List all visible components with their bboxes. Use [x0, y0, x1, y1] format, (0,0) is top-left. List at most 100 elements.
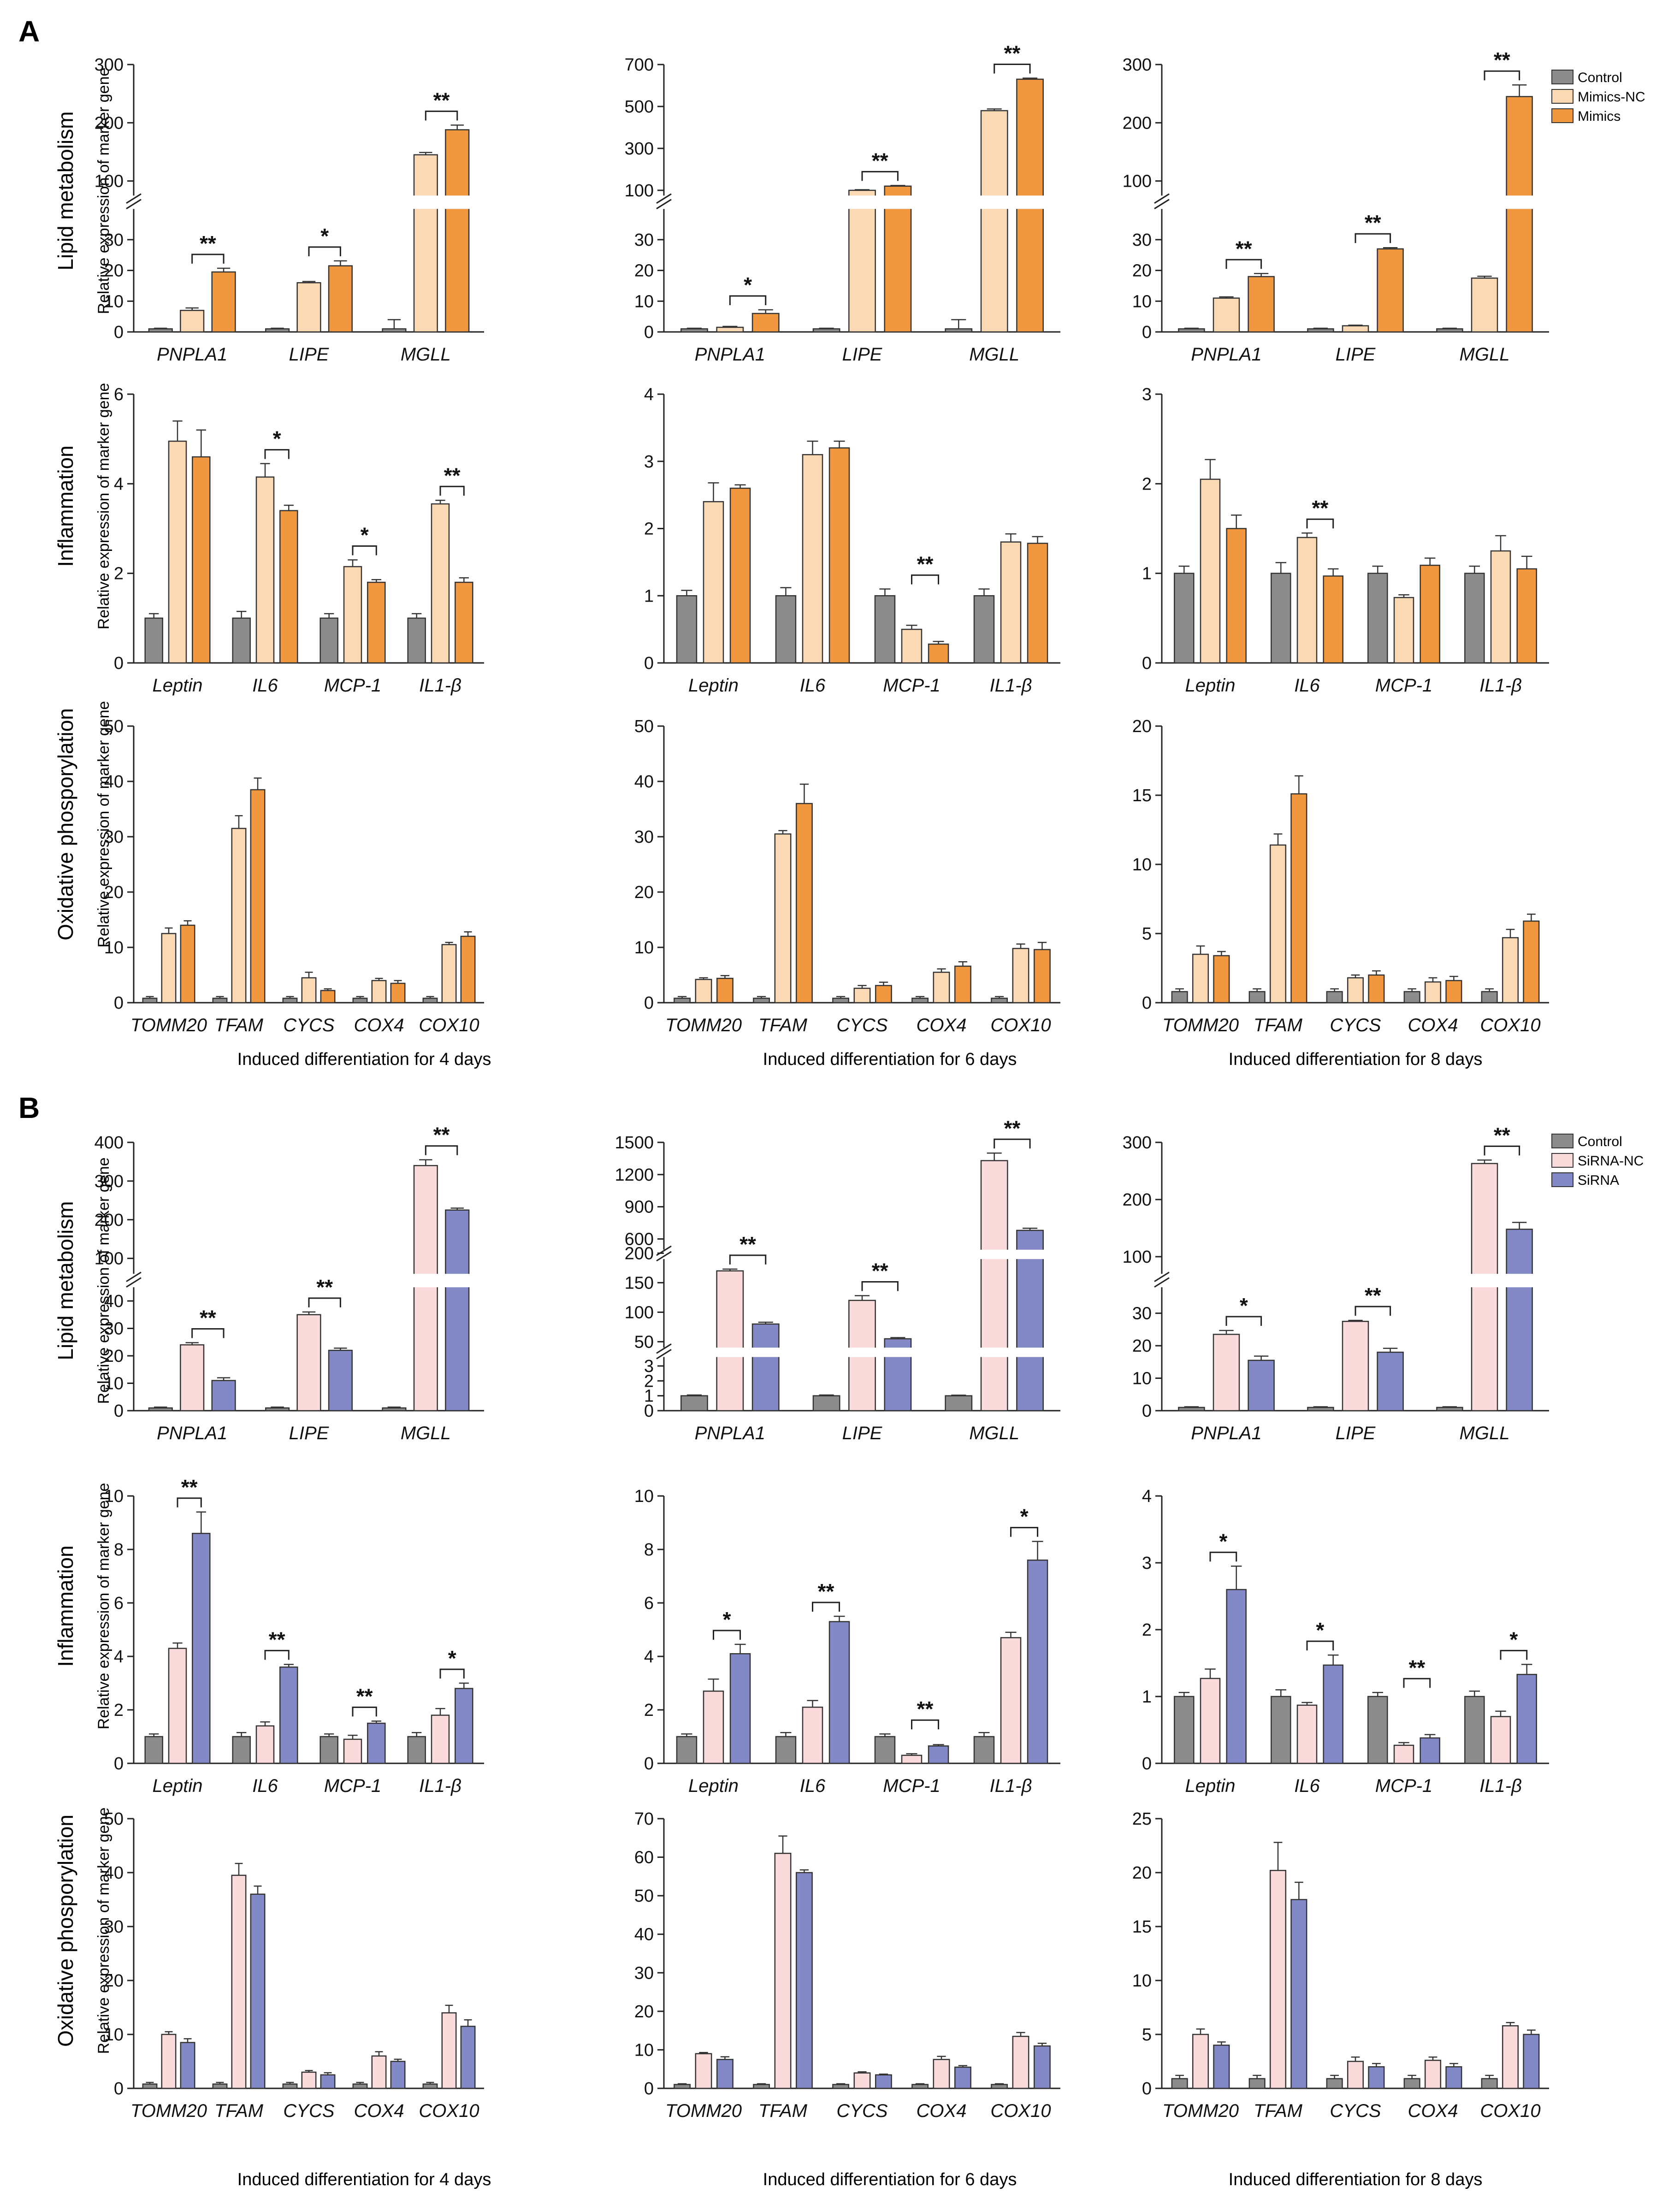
- significance-bracket: [812, 1602, 840, 1612]
- significance-bracket: [713, 1630, 741, 1640]
- y-tick-label: 1200: [615, 1165, 654, 1185]
- significance-label: *: [1316, 1618, 1324, 1642]
- y-tick-label: 10: [1132, 1971, 1152, 1991]
- bar-mimics-cox10: [1033, 949, 1051, 1004]
- bar-control-cox4: [1403, 2078, 1420, 2089]
- bar-mimics-cox10: [1523, 920, 1540, 1004]
- x-tick-label: CYCS: [1330, 2101, 1381, 2121]
- significance-label: *: [1020, 1505, 1029, 1529]
- bar-mimics-nc-cox4: [1424, 981, 1442, 1004]
- significance-label: **: [872, 148, 888, 172]
- axis-break-mark: [1154, 1271, 1170, 1283]
- y-tick-label: 10: [1132, 855, 1152, 875]
- y-tick-label: 300: [1123, 1133, 1152, 1153]
- y-tick-label: 200: [1123, 113, 1152, 133]
- bar-sirna-cycs: [875, 2074, 892, 2089]
- axis-break-mark: [126, 199, 142, 209]
- y-tick-label: 15: [1132, 1917, 1152, 1937]
- y-tick-label: 2: [1142, 1620, 1152, 1640]
- y-tick-label: 0: [1142, 323, 1152, 342]
- bar-control-pnpla1: [148, 328, 173, 333]
- bar-control-tfam: [212, 2083, 228, 2089]
- significance-label: **: [200, 231, 216, 255]
- x-tick-label: MCP-1: [1375, 1776, 1432, 1796]
- significance-label: *: [448, 1646, 456, 1670]
- bar-control-tfam: [212, 998, 228, 1004]
- x-tick-label: PNPLA1: [157, 1423, 227, 1443]
- bar-mimics-il6: [1323, 575, 1343, 664]
- y-tick-label: 20: [104, 261, 124, 281]
- x-tick-label: Leptin: [688, 675, 739, 696]
- x-tick-label: MGLL: [401, 344, 451, 365]
- bar-mimics-leptin: [1226, 528, 1247, 664]
- y-tick-label: 10: [104, 1374, 124, 1394]
- significance-bracket: [861, 1281, 899, 1291]
- bar-control-mcp-1: [874, 595, 896, 664]
- y-tick-label: 1: [1142, 564, 1152, 584]
- bar-mimics-nc-il1: [1490, 550, 1511, 664]
- bar-control-mcp-1: [874, 1736, 896, 1764]
- y-tick-label: 20: [634, 261, 654, 281]
- axis-break-mark: [656, 199, 672, 209]
- axis-break-gap: [1435, 195, 1534, 209]
- bar-mimics-nc-tomm20: [695, 979, 712, 1004]
- bar-sirna-nc-il1: [1000, 1637, 1022, 1764]
- bar-sirna-nc-cox10: [441, 2012, 457, 2089]
- bar-control-tfam: [1248, 2078, 1266, 2089]
- significance-bracket: [1010, 1527, 1039, 1537]
- y-tick-label: 3: [1142, 385, 1152, 404]
- y-tick-label: 30: [1132, 1304, 1152, 1324]
- bar-mimics-pnpla1: [211, 271, 236, 333]
- bar-sirna-nc-lipe: [1342, 1321, 1369, 1412]
- x-tick-label: PNPLA1: [695, 1423, 765, 1443]
- significance-label: **: [1494, 48, 1510, 72]
- bar-mimics-nc-mgll: [1471, 278, 1498, 333]
- significance-bracket: [1225, 1316, 1262, 1326]
- x-tick-label: LIPE: [289, 344, 330, 365]
- bar-sirna-mgll: [1506, 1229, 1533, 1412]
- y-tick-label: 0: [114, 993, 124, 1013]
- significance-label: **: [739, 1232, 756, 1256]
- x-tick-label: COX4: [1408, 2101, 1458, 2121]
- row-label-a-lipid: Lipid metabolism: [53, 111, 77, 270]
- y-tick-label: 8: [644, 1540, 654, 1560]
- y-tick-label: 0: [114, 323, 124, 342]
- bar-control-cox4: [1403, 991, 1420, 1004]
- bar-control-lipe: [1307, 328, 1334, 333]
- y-tick-label: 600: [625, 1230, 654, 1249]
- bar-sirna-il1: [1516, 1673, 1537, 1764]
- bar-control-cox10: [991, 2084, 1008, 2089]
- bar-mimics-nc-lipe: [848, 189, 876, 333]
- legend-a-label-control: Control: [1578, 70, 1622, 85]
- bar-mimics-tfam: [795, 803, 813, 1004]
- legend-b-label-control: Control: [1578, 1134, 1622, 1149]
- x-tick-label: Leptin: [153, 1776, 203, 1796]
- bar-mimics-cycs: [875, 985, 892, 1004]
- x-tick-label: LIPE: [1336, 1423, 1376, 1443]
- y-tick-label: 2: [1142, 474, 1152, 494]
- y-tick-label: 100: [625, 1303, 654, 1322]
- bar-sirna-nc-tomm20: [1192, 2033, 1209, 2089]
- legend-a: Control Mimics-NC Mimics: [1551, 70, 1645, 124]
- x-tick-label: IL1-β: [1479, 1776, 1522, 1796]
- bar-control-leptin: [144, 617, 163, 664]
- bar-sirna-nc-il6: [255, 1725, 275, 1764]
- axis-break-gap: [811, 1348, 913, 1357]
- bar-sirna-nc-cycs: [853, 2072, 871, 2089]
- x-tick-label: COX4: [354, 2101, 404, 2121]
- bar-mimics-nc-tfam: [231, 828, 247, 1004]
- ylabel-a-lipid: Relative expression of marker gene: [95, 68, 112, 314]
- y-tick-label: 10: [104, 292, 124, 311]
- y-tick-label: 30: [104, 231, 124, 250]
- x-tick-label: MCP-1: [883, 1776, 940, 1796]
- y-tick-label: 50: [634, 1332, 654, 1352]
- significance-label: *: [1240, 1294, 1248, 1318]
- axis-break-gap: [811, 1249, 913, 1259]
- bar-control-il6: [775, 595, 797, 664]
- x-tick-label: TFAM: [758, 1015, 808, 1035]
- bar-sirna-tfam: [1290, 1899, 1307, 2089]
- bar-control-mgll: [1436, 1407, 1463, 1412]
- bar-sirna-nc-il1: [1490, 1716, 1511, 1764]
- bar-control-leptin: [1174, 573, 1195, 664]
